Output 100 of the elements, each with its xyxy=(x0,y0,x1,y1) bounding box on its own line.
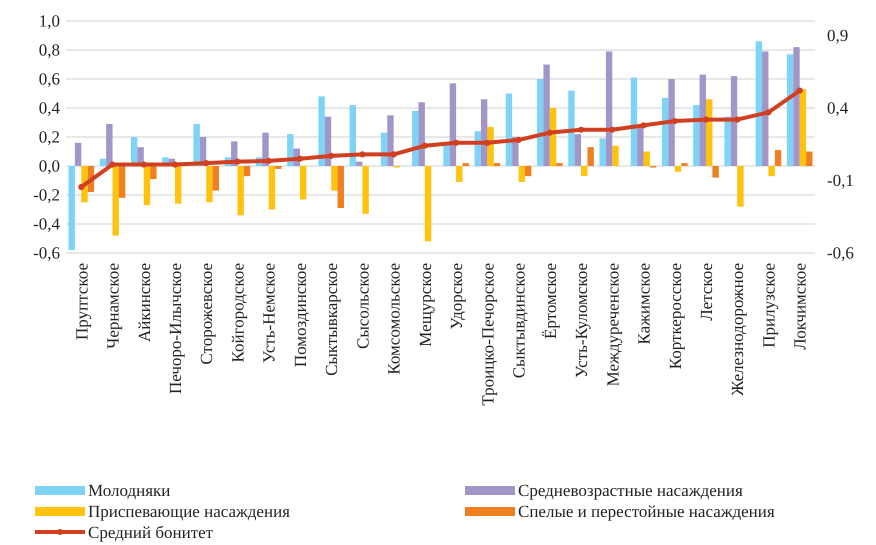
x-tick-label: Кажимское xyxy=(634,263,654,344)
x-tick-label: Усть-Куломское xyxy=(572,263,592,378)
x-tick-label: Корткеросское xyxy=(666,263,685,370)
bar xyxy=(606,51,612,166)
y-tick-label: 0,0 xyxy=(38,156,60,176)
point xyxy=(203,160,210,166)
bar xyxy=(587,147,594,166)
bar xyxy=(774,150,782,166)
x-tick-label: Междуреченское xyxy=(603,263,622,386)
point xyxy=(453,140,460,146)
legend-label: Спелые и перестойные насаждения xyxy=(518,502,775,521)
bar xyxy=(793,47,800,166)
point xyxy=(78,184,84,190)
x-tick-label: Летское xyxy=(696,263,716,321)
point xyxy=(296,156,304,162)
bar xyxy=(762,51,768,166)
point xyxy=(546,130,553,136)
x-tick-label: Сыктывдинское xyxy=(510,263,529,378)
x-tick-label: Сысольское xyxy=(353,263,372,350)
x-tick-label: Пруптское xyxy=(72,263,92,340)
y-tick-label: -0,6 xyxy=(33,243,60,262)
point xyxy=(109,161,116,168)
x-tick-label: Усть-Немское xyxy=(260,263,279,364)
y-tick-label: 0,6 xyxy=(38,69,60,88)
bar xyxy=(581,166,588,176)
x-tick-label: Комсомольское xyxy=(384,263,404,375)
bar xyxy=(237,166,244,216)
bar xyxy=(300,166,306,200)
bar xyxy=(387,115,394,166)
x-tick-label: Удорское xyxy=(447,263,466,330)
bar xyxy=(412,110,418,166)
legend-label: Молодняки xyxy=(88,481,170,500)
y-tick-label: 0,2 xyxy=(38,127,60,146)
x-tick-label: Помоздинское xyxy=(290,263,310,368)
legend-label: Приспевающие насаждения xyxy=(88,502,290,521)
bar xyxy=(74,142,82,166)
bar xyxy=(674,166,682,172)
bar xyxy=(418,102,425,166)
bar xyxy=(756,41,762,166)
point xyxy=(609,126,616,133)
y-tick-label: -0,2 xyxy=(33,185,60,204)
bar xyxy=(724,116,731,166)
point xyxy=(515,136,522,143)
point xyxy=(359,151,366,158)
bar xyxy=(106,124,113,166)
x-tick-label: Троицко-Печорское xyxy=(478,263,498,406)
bar xyxy=(112,166,119,236)
bar xyxy=(668,79,675,166)
bar xyxy=(706,99,712,166)
bar xyxy=(175,166,182,204)
y2-tick-label: -0,1 xyxy=(827,170,854,190)
bar xyxy=(737,166,744,207)
x-tick-label: Железнодорожное xyxy=(728,263,748,396)
y2-tick-label: 0,9 xyxy=(827,26,848,45)
point xyxy=(422,142,428,149)
x-tick-label: Сыктывкарское xyxy=(322,263,342,376)
point xyxy=(140,161,147,168)
bar xyxy=(768,166,775,176)
bar xyxy=(786,54,794,166)
point xyxy=(578,126,584,133)
bar xyxy=(693,105,700,166)
bar xyxy=(350,105,356,166)
x-tick-label: Локчимское xyxy=(790,263,810,350)
bar xyxy=(700,74,706,166)
bar xyxy=(424,166,432,242)
point xyxy=(702,116,710,123)
x-tick-label: Айкинское xyxy=(134,263,154,342)
bar xyxy=(462,163,469,166)
x-tick-label: Мещурское xyxy=(416,263,435,347)
bar xyxy=(244,166,250,176)
point xyxy=(640,122,647,128)
x-tick-label: Койгородское xyxy=(228,263,248,362)
bar xyxy=(524,166,532,176)
bar xyxy=(318,96,325,166)
bar xyxy=(543,64,550,166)
bar xyxy=(206,166,213,202)
y-tick-label: 1,0 xyxy=(38,11,60,30)
x-tick-label: Ёртомское xyxy=(540,263,560,339)
bar xyxy=(144,166,150,206)
bar xyxy=(268,166,276,210)
point xyxy=(390,151,397,158)
point xyxy=(672,118,678,124)
bar xyxy=(712,166,719,178)
bar xyxy=(644,152,650,166)
point xyxy=(765,109,772,116)
bar xyxy=(362,166,369,214)
legend-label: Средневозрастные насаждения xyxy=(518,481,743,500)
bar xyxy=(630,78,638,166)
bar xyxy=(68,166,75,250)
bar xyxy=(212,166,220,191)
x-tick-label: Печоро-Илычское xyxy=(166,263,186,394)
bar xyxy=(806,152,812,166)
legend-label: Средний бонитет xyxy=(88,523,214,542)
bar xyxy=(681,163,688,166)
bar xyxy=(338,166,344,208)
bar xyxy=(800,89,806,166)
point xyxy=(484,140,490,146)
bar xyxy=(537,79,544,166)
y-tick-label: 0,8 xyxy=(38,40,60,60)
bar xyxy=(118,166,126,198)
